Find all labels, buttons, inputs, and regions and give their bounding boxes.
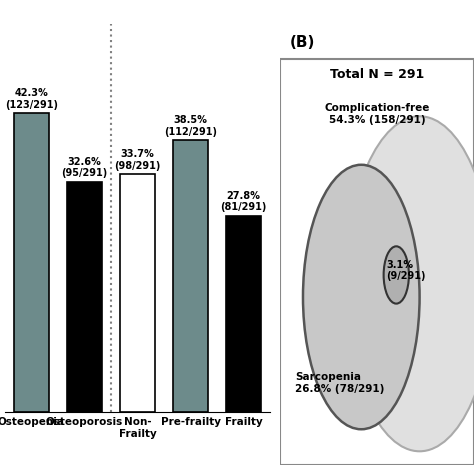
Bar <box>120 174 155 412</box>
Text: 33.7%
(98/291): 33.7% (98/291) <box>114 149 161 171</box>
Text: 42.3%
(123/291): 42.3% (123/291) <box>5 88 58 110</box>
Circle shape <box>383 246 409 304</box>
Circle shape <box>303 165 419 429</box>
Bar <box>67 182 101 412</box>
FancyBboxPatch shape <box>280 59 474 465</box>
Bar <box>227 216 261 412</box>
Text: (B): (B) <box>289 35 315 50</box>
Text: 27.8%
(81/291): 27.8% (81/291) <box>220 191 267 212</box>
Text: Complication-free
54.3% (158/291): Complication-free 54.3% (158/291) <box>324 103 429 125</box>
Text: 32.6%
(95/291): 32.6% (95/291) <box>61 157 108 179</box>
Bar <box>173 140 208 412</box>
Text: Total N = 291: Total N = 291 <box>330 68 424 81</box>
Text: 38.5%
(112/291): 38.5% (112/291) <box>164 115 217 137</box>
Text: Sarcopenia
26.8% (78/291): Sarcopenia 26.8% (78/291) <box>295 372 384 393</box>
Text: 3.1%
(9/291): 3.1% (9/291) <box>387 260 426 282</box>
Circle shape <box>346 116 474 451</box>
Bar <box>14 113 48 412</box>
